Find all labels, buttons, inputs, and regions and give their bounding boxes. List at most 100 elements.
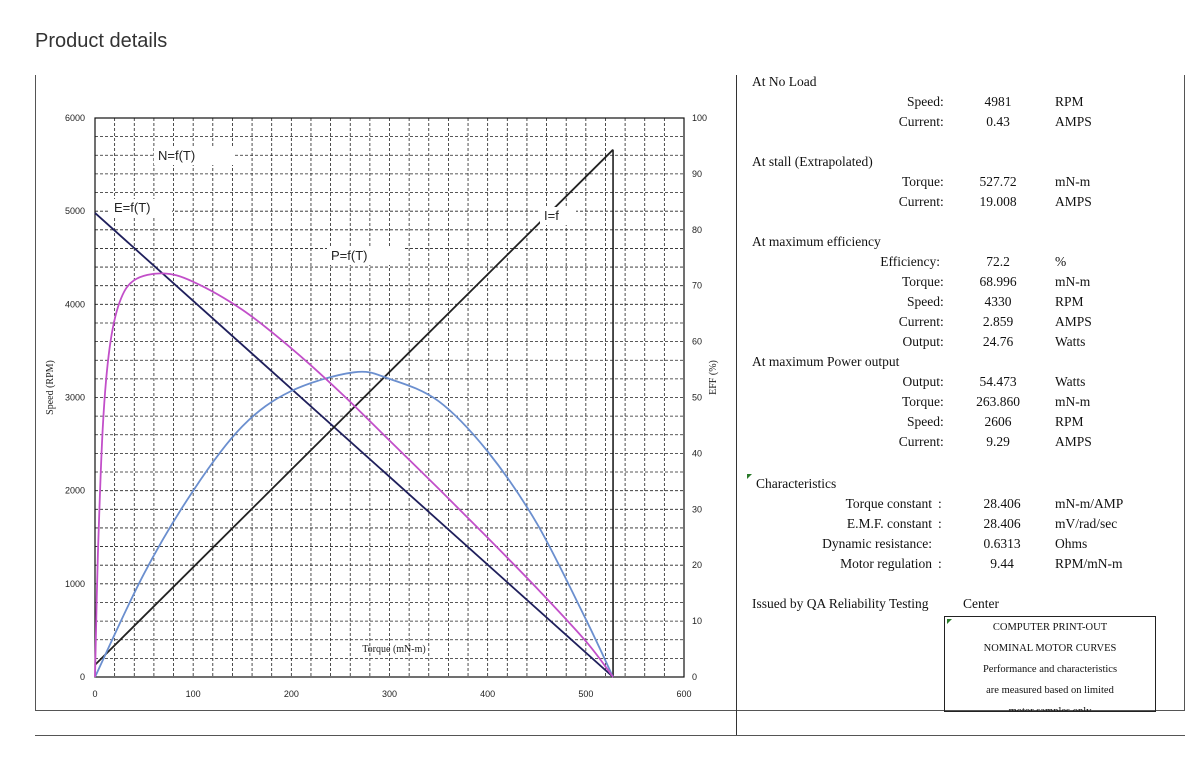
spec-colon: : [940, 194, 944, 209]
spec-unit: Watts [1055, 374, 1086, 389]
x-tick-label: 400 [480, 689, 495, 699]
y-right-tick-label: 50 [692, 393, 702, 403]
section-title-no-load: At No Load [752, 74, 817, 89]
x-tick-label: 300 [382, 689, 397, 699]
spec-label: Efficiency: [880, 254, 940, 269]
bottom-rule [35, 735, 1185, 736]
spec-label: Dynamic resistance: [822, 536, 932, 551]
spec-unit: RPM [1055, 414, 1084, 429]
spec-unit: mV/rad/sec [1055, 516, 1118, 531]
curve-label: I=f [544, 208, 559, 223]
spec-row: Current: 9.29 AMPS [752, 434, 1172, 454]
y-left-tick-label: 1000 [65, 579, 85, 589]
spec-value: 2.859 [982, 314, 1014, 329]
section-title-max-efficiency: At maximum efficiency [752, 234, 881, 249]
spec-unit: AMPS [1055, 314, 1092, 329]
spec-label: Speed [907, 94, 940, 109]
spec-value: 54.473 [979, 374, 1017, 389]
spec-row: Speed: 4330 RPM [752, 294, 1172, 314]
y-right-axis-label: EFF (%) [708, 360, 719, 395]
comment-marker-icon [747, 474, 752, 479]
spec-label: Torque constant [845, 496, 932, 511]
x-axis-label: Torque (mN-m) [362, 644, 425, 655]
spec-unit: AMPS [1055, 434, 1092, 449]
y-right-tick-label: 0 [692, 672, 697, 682]
spec-value: 24.76 [982, 334, 1014, 349]
spec-row: Current: 0.43 AMPS [752, 114, 1172, 134]
note-line: COMPUTER PRINT-OUT [992, 622, 1108, 633]
spec-label: Torque [901, 174, 940, 189]
spec-label: Output [902, 334, 940, 349]
spec-value: 28.406 [983, 496, 1021, 511]
spec-value: 0.43 [986, 114, 1010, 129]
spec-value: 68.996 [979, 274, 1017, 289]
chart-grid [95, 118, 684, 677]
panel-divider [736, 75, 737, 735]
spec-colon: : [940, 374, 944, 389]
spec-label: Output [902, 374, 940, 389]
curve-label: N=f(T) [158, 148, 195, 163]
spec-value: 9.29 [986, 434, 1010, 449]
spec-unit: mN-m [1055, 274, 1091, 289]
curve-label: P=f(T) [331, 248, 367, 263]
spec-label: Motor regulation [840, 556, 932, 571]
y-right-tick-label: 100 [692, 113, 707, 123]
spec-row: Current: 19.008 AMPS [752, 194, 1172, 214]
spec-value: 0.6313 [983, 536, 1021, 551]
spec-colon: : [938, 556, 942, 571]
y-right-tick-label: 10 [692, 616, 702, 626]
spec-label: Current [898, 194, 940, 209]
y-left-axis-label: Speed (RPM) [45, 360, 56, 415]
note-line: are measured based on limited [986, 685, 1114, 696]
curve-label-bg [327, 247, 405, 265]
y-left-tick-label: 4000 [65, 299, 85, 309]
spec-row: Speed: 2606 RPM [752, 414, 1172, 434]
y-right-tick-label: 80 [692, 225, 702, 235]
spec-colon: : [940, 114, 944, 129]
spec-colon: : [940, 314, 944, 329]
spec-value: 527.72 [979, 174, 1017, 189]
section-title-stall: At stall (Extrapolated) [752, 154, 873, 169]
x-tick-label: 200 [284, 689, 299, 699]
spec-unit: RPM [1055, 94, 1084, 109]
sheet-border [35, 75, 1185, 711]
chart-axes [94, 117, 685, 678]
spec-value: 19.008 [979, 194, 1017, 209]
x-tick-label: 100 [186, 689, 201, 699]
spec-unit: mN-m [1055, 174, 1091, 189]
spec-unit: Ohms [1055, 536, 1088, 551]
spec-value: 2606 [984, 414, 1012, 429]
note-line: motor samples only [1008, 706, 1092, 712]
spec-row: Speed: 4981 RPM [752, 94, 1172, 114]
plot-frame [94, 117, 685, 678]
spec-unit: mN-m/AMP [1055, 496, 1124, 511]
y-right-tick-label: 20 [692, 560, 702, 570]
chart-ticks: 0 100 200 300 400 500 600010002000300040005000… [45, 113, 719, 699]
spec-colon: : [938, 496, 942, 511]
note-line: NOMINAL MOTOR CURVES [983, 643, 1117, 654]
y-left-tick-label: 5000 [65, 206, 85, 216]
spec-unit: % [1055, 254, 1067, 269]
y-right-tick-label: 70 [692, 281, 702, 291]
curve-label: E=f(T) [114, 200, 150, 215]
spec-label: E.M.F. constant [846, 516, 932, 531]
series-line-0 [94, 212, 614, 678]
y-right-tick-label: 90 [692, 169, 702, 179]
spec-unit: RPM [1055, 294, 1084, 309]
chart-curve-labels: N=f(T) E=f(T) P=f(T) I=f [110, 147, 576, 265]
spec-value: 72.2 [986, 254, 1010, 269]
spec-colon: : [940, 394, 944, 409]
note-line: Performance and characteristics [982, 664, 1118, 675]
spec-colon: : [938, 516, 942, 531]
spec-row: Torque constant: 28.406 mN-m/AMP [752, 496, 1172, 516]
spec-colon: : [940, 334, 944, 349]
spec-row: Motor regulation: 9.44 RPM/mN-m [752, 556, 1172, 576]
y-right-tick-label: 40 [692, 448, 702, 458]
spec-colon: : [940, 434, 944, 449]
spec-unit: AMPS [1055, 114, 1092, 129]
comment-marker-icon [947, 619, 952, 624]
series-line-1 [94, 149, 614, 666]
series-line-2 [94, 370, 614, 678]
x-tick-label: 600 [676, 689, 691, 699]
curve-label-bg [110, 199, 172, 217]
